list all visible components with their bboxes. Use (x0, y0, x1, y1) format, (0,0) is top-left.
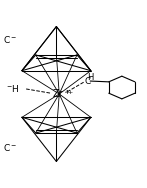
Text: H: H (87, 73, 93, 82)
Text: $^{-}$H: $^{-}$H (6, 83, 20, 94)
Text: C$^-$: C$^-$ (3, 142, 17, 153)
Text: C$^-$: C$^-$ (3, 34, 17, 45)
Text: 4+: 4+ (64, 90, 74, 95)
Text: C: C (85, 77, 91, 86)
Text: Zr: Zr (52, 89, 63, 99)
